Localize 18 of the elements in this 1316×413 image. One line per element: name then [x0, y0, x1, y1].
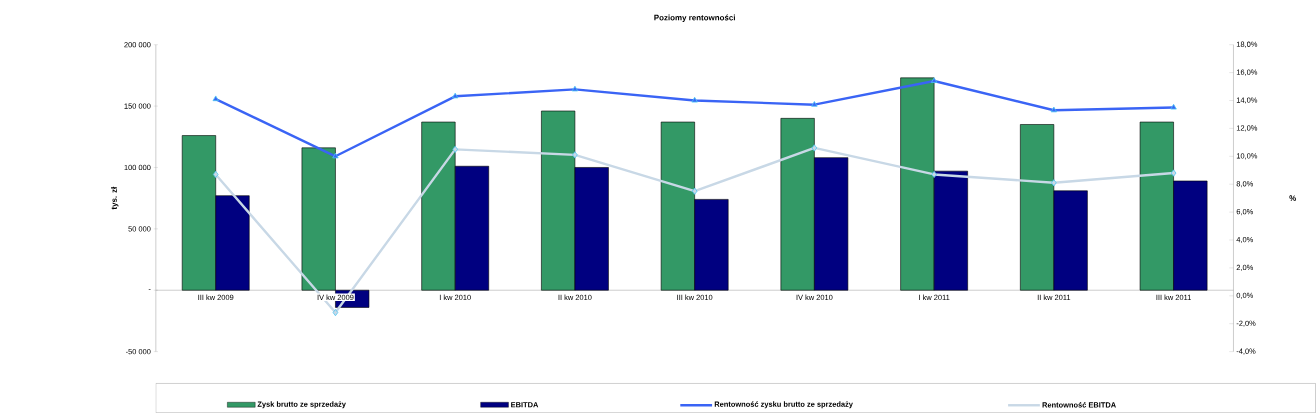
point — [930, 77, 938, 83]
point — [571, 85, 579, 92]
point — [572, 151, 578, 159]
point — [212, 170, 219, 178]
point — [452, 92, 459, 99]
point — [1170, 103, 1177, 110]
point — [691, 96, 698, 103]
point — [931, 170, 937, 178]
point — [811, 101, 818, 107]
point — [691, 187, 698, 195]
point — [1170, 169, 1177, 177]
point — [1051, 179, 1057, 187]
point — [212, 95, 219, 101]
point — [811, 144, 818, 152]
point — [452, 145, 458, 153]
point — [332, 308, 339, 317]
point — [1050, 106, 1058, 113]
point — [332, 152, 339, 159]
